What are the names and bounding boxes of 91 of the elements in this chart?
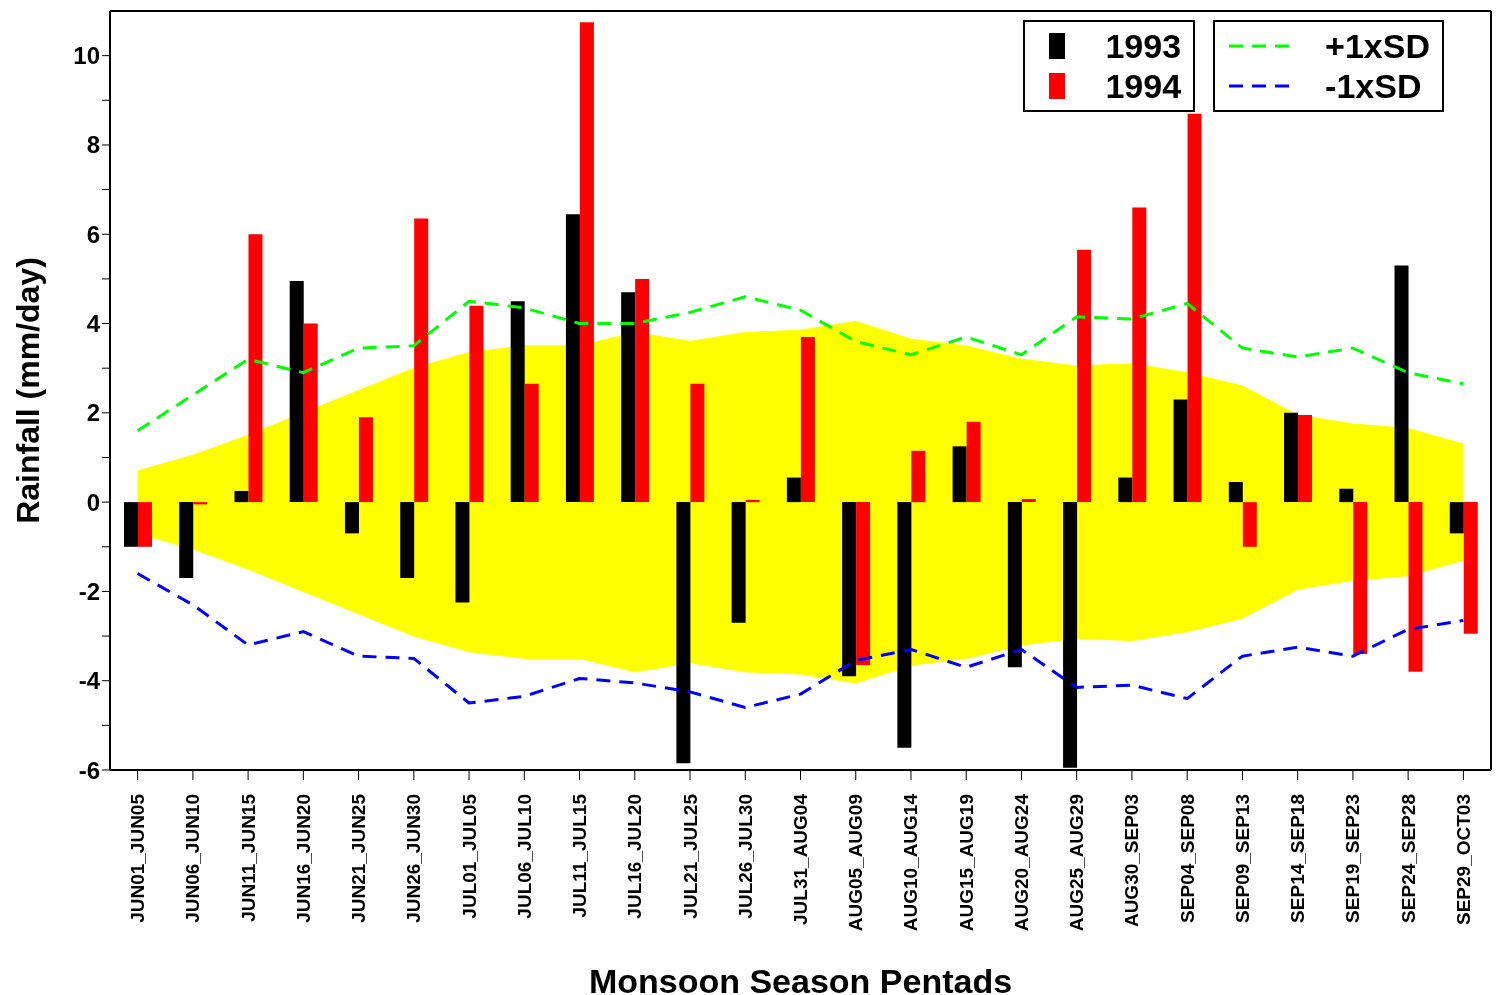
legend-label: 1993 <box>1105 26 1182 66</box>
y-tick-label: 6 <box>86 220 100 248</box>
x-tick-label: SEP04_SEP08 <box>1176 794 1198 923</box>
bar <box>1228 482 1243 503</box>
x-tick-label: SEP24_SEP28 <box>1397 794 1419 923</box>
x-tick-label: JUN26_JUN30 <box>403 794 425 923</box>
bar <box>179 502 194 579</box>
bar <box>731 502 746 623</box>
y-axis-title: Rainfall (mm/day) <box>10 257 47 524</box>
bar <box>1463 502 1478 634</box>
bar <box>1394 265 1409 503</box>
x-tick-label: AUG25_AUG29 <box>1066 794 1088 932</box>
x-tick-label: JUN21_JUN25 <box>348 793 370 923</box>
x-tick-label: AUG15_AUG19 <box>955 794 977 932</box>
bar <box>1077 249 1092 503</box>
bar <box>1449 502 1464 534</box>
bar <box>1339 488 1354 503</box>
bar <box>621 292 636 503</box>
bar <box>966 421 981 503</box>
bar <box>234 490 249 503</box>
bar <box>289 281 304 503</box>
x-tick-label: SEP09_SEP13 <box>1231 794 1253 923</box>
bar <box>455 502 470 603</box>
x-tick-label: JUN11_JUN15 <box>237 793 259 922</box>
bar <box>1242 502 1257 547</box>
x-tick-label: JUN06_JUN10 <box>182 794 204 923</box>
bar <box>1007 502 1022 668</box>
x-tick-label: JUL21_JUL25 <box>679 793 701 919</box>
x-tick-label: JUL01_JUL05 <box>458 793 480 919</box>
bar <box>690 383 705 503</box>
bar <box>786 477 801 503</box>
y-tick-label: 4 <box>86 310 101 338</box>
bar <box>1132 207 1147 503</box>
bar <box>344 502 359 534</box>
bar <box>635 278 650 503</box>
bar <box>193 502 208 505</box>
x-tick-label: AUG20_AUG24 <box>1010 793 1032 932</box>
x-tick-label: SEP14_SEP18 <box>1287 794 1309 923</box>
legend-label: -1xSD <box>1325 66 1422 106</box>
y-tick-label: -2 <box>78 577 100 605</box>
bar <box>856 502 871 666</box>
x-tick-label: JUN01_JUN05 <box>127 793 149 923</box>
bar <box>1021 498 1036 503</box>
x-tick-label: JUL26_JUL30 <box>734 794 756 919</box>
y-tick-label: 2 <box>86 399 100 427</box>
line-series <box>136 295 1465 433</box>
x-tick-label: AUG30_SEP03 <box>1121 794 1143 928</box>
y-tick-label: -4 <box>78 667 101 695</box>
bar <box>358 417 373 503</box>
bar <box>842 502 857 677</box>
x-tick-label: SEP19_SEP23 <box>1342 794 1364 923</box>
bar <box>1408 502 1423 672</box>
bar <box>1118 477 1133 503</box>
bar <box>897 502 912 748</box>
bar <box>800 336 815 503</box>
bar <box>1173 399 1188 503</box>
x-tick-label: JUL11_JUL15 <box>569 793 591 918</box>
bar <box>1284 412 1299 503</box>
bar <box>510 301 525 503</box>
bar <box>745 499 760 503</box>
bar <box>524 383 539 503</box>
bar <box>579 22 594 503</box>
x-axis-title: Monsoon Season Pentads <box>588 962 1013 995</box>
x-tick-label: JUL06_JUL10 <box>513 794 535 919</box>
bar <box>1298 415 1313 503</box>
y-tick-label: 10 <box>73 42 100 70</box>
bar <box>400 502 415 579</box>
x-tick-label: JUN16_JUN20 <box>292 794 314 923</box>
bar <box>676 502 691 764</box>
bar <box>565 214 580 503</box>
x-tick-label: SEP29_OCT03 <box>1452 794 1474 925</box>
legend-label: 1994 <box>1105 66 1182 106</box>
line-series <box>136 572 1465 709</box>
legend-label: +1xSD <box>1325 26 1430 66</box>
x-tick-label: JUL31_AUG04 <box>790 793 811 925</box>
bar <box>303 323 318 503</box>
y-tick-label: -6 <box>78 756 100 784</box>
bar <box>469 305 484 503</box>
bar <box>952 446 967 503</box>
x-tick-label: AUG10_AUG14 <box>900 793 922 932</box>
x-tick-label: JUL16_JUL20 <box>624 794 646 919</box>
bar <box>248 234 263 503</box>
bar <box>1187 113 1202 503</box>
bar <box>124 502 138 547</box>
x-tick-label: AUG05_AUG09 <box>845 794 867 932</box>
bar <box>911 450 926 503</box>
bar <box>414 218 429 503</box>
y-tick-label: 8 <box>86 131 100 159</box>
bar <box>1353 502 1368 654</box>
bar <box>138 502 152 547</box>
y-tick-label: 0 <box>86 488 100 516</box>
